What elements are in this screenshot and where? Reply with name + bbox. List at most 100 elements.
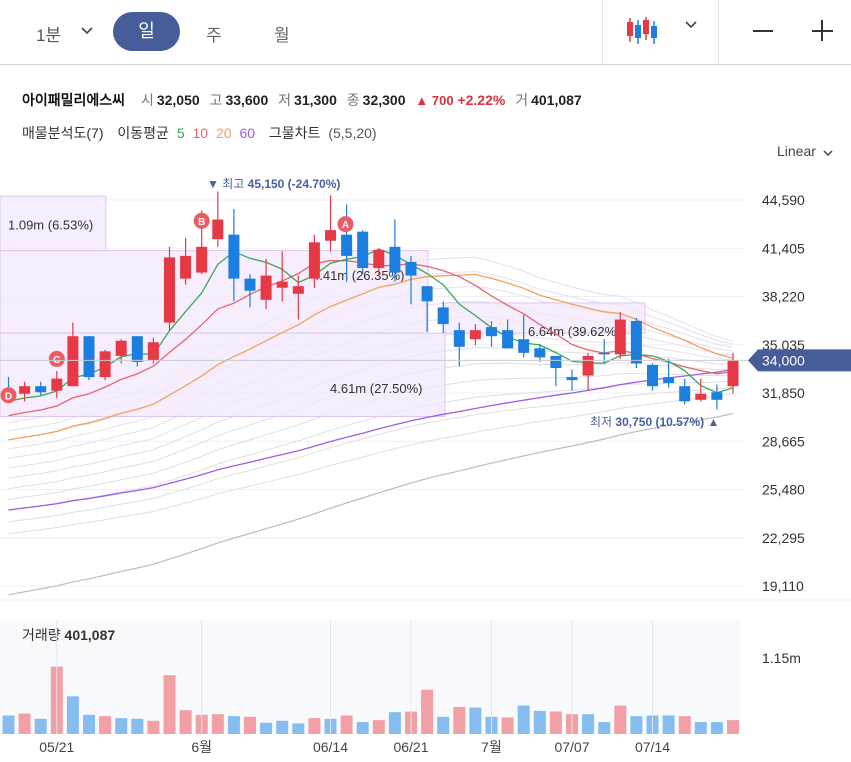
ma-label[interactable]: 이동평균 <box>117 125 169 141</box>
volume-bar <box>630 716 643 734</box>
current-price-tag <box>748 349 851 372</box>
volume-bar <box>453 706 466 734</box>
low-annotation-value: 30,750 (10.57%) ▲ <box>615 415 719 429</box>
change-value: ▲ 700 <box>415 93 454 108</box>
time-tick-label: 06/14 <box>313 739 348 755</box>
candle-body <box>292 286 304 294</box>
candle-body <box>276 281 288 288</box>
current-price-label: 34,000 <box>762 352 805 368</box>
candle-body <box>647 364 658 387</box>
event-marker <box>48 350 65 367</box>
candle-body <box>131 336 143 362</box>
candle-body <box>164 257 175 323</box>
chevron-down-icon[interactable] <box>822 147 834 159</box>
volume-bar <box>340 715 353 734</box>
low-value: 31,300 <box>294 92 337 108</box>
candle-body <box>534 348 546 358</box>
tab-week[interactable]: 주 <box>206 26 222 45</box>
ma20-label: 20 <box>215 125 232 141</box>
high-annotation-value: 45,150 (-24.70%) <box>248 177 341 191</box>
high-value: 33,600 <box>225 92 269 108</box>
volume-profile-label: 4.41m (26.35%) <box>312 268 405 283</box>
candle-body <box>598 352 610 355</box>
price-tick-label: 19,110 <box>762 578 804 594</box>
interval-selector[interactable]: 1분 <box>36 26 62 45</box>
candles <box>3 191 739 410</box>
volume-profile-label: 4.61m (27.50%) <box>330 381 423 396</box>
candle-body <box>614 319 626 355</box>
volume-bar <box>662 715 675 734</box>
toolbar-divider <box>602 0 603 64</box>
chevron-down-icon[interactable] <box>80 24 94 38</box>
ma10-line <box>8 260 734 417</box>
candle-body <box>325 230 336 241</box>
candle-body <box>228 234 240 279</box>
scale-mode-selector[interactable]: Linear <box>777 143 816 159</box>
volume-profile-box <box>0 250 429 334</box>
volume-bar <box>66 696 79 734</box>
volume-profile-label: 6.64m (39.62%) <box>528 324 621 339</box>
volume-bar <box>710 722 723 734</box>
volume-bar <box>614 705 627 734</box>
time-axis: 05/21 6월 06/14 06/21 7월 07/07 07/14 <box>39 620 670 755</box>
candle-body <box>99 351 111 378</box>
ma20-line <box>8 273 734 441</box>
time-tick-label: 06/21 <box>393 739 428 755</box>
candle-body <box>308 242 320 279</box>
volume-bar <box>421 689 434 734</box>
volume-profile-boxes: 1.09m (6.53%) 4.41m (26.35%) 4.61m (27.50%… <box>0 195 646 417</box>
volume-bar <box>678 716 691 734</box>
candle-body <box>518 339 530 353</box>
price-tick-label: 38,220 <box>762 289 805 305</box>
event-marker <box>337 216 354 233</box>
time-tick-label: 6월 <box>191 739 212 755</box>
candle-body <box>212 219 224 240</box>
candle-body <box>550 355 562 369</box>
volume-bar <box>308 718 321 734</box>
volume-bar <box>227 716 240 734</box>
candlestick-chart-icon[interactable] <box>626 16 658 46</box>
candle-body <box>727 360 739 387</box>
candle-body <box>437 307 449 325</box>
open-value: 32,050 <box>156 92 200 108</box>
volume-bar <box>388 712 401 734</box>
group-chart-line <box>8 386 734 523</box>
volume-bar <box>34 718 47 734</box>
event-marker-label: A <box>342 220 349 231</box>
low-annotation-prefix: 최저 <box>590 415 615 429</box>
volume-profile-box <box>0 195 107 252</box>
tab-month[interactable]: 월 <box>274 26 290 45</box>
group-chart-line <box>8 413 734 596</box>
close-label: 종 <box>346 92 360 108</box>
volume-bar <box>372 720 385 734</box>
time-tick-label: 7월 <box>481 739 502 755</box>
volume-bar <box>727 720 739 734</box>
price-tick-label: 44,590 <box>762 192 805 208</box>
volume-profile-label[interactable]: 매물분석도(7) <box>22 125 104 141</box>
indicator-legend: 매물분석도(7) 이동평균 5 10 20 60 그물차트 (5,5,20) <box>22 123 377 143</box>
volume-panel-label: 거래량 <box>22 627 65 643</box>
ma60-label: 60 <box>239 125 256 141</box>
volume-bar <box>292 723 305 734</box>
ma10-label: 10 <box>192 125 209 141</box>
high-label: 고 <box>209 92 223 108</box>
high-annotation-prefix: ▼ 최고 <box>207 177 248 191</box>
volume-bar <box>582 714 595 734</box>
time-tick-label: 07/07 <box>554 739 589 755</box>
zoom-out-icon[interactable] <box>753 30 773 32</box>
time-tick-label: 05/21 <box>39 739 74 755</box>
volume-bar <box>437 716 450 734</box>
price-tick-label: 22,295 <box>762 530 805 546</box>
candle-body <box>453 330 465 347</box>
candle-body <box>260 275 272 300</box>
candle-body <box>695 393 707 400</box>
ma5-label: 5 <box>176 125 185 141</box>
low-annotation: 최저 30,750 (10.57%) ▲ <box>590 415 719 429</box>
group-chart-label[interactable]: 그물차트 <box>268 125 321 141</box>
candle-body <box>244 278 256 291</box>
chevron-down-icon[interactable] <box>684 18 698 32</box>
tab-day[interactable]: 일 <box>113 12 180 51</box>
candle-body <box>630 321 642 364</box>
volume-bar <box>260 722 273 734</box>
